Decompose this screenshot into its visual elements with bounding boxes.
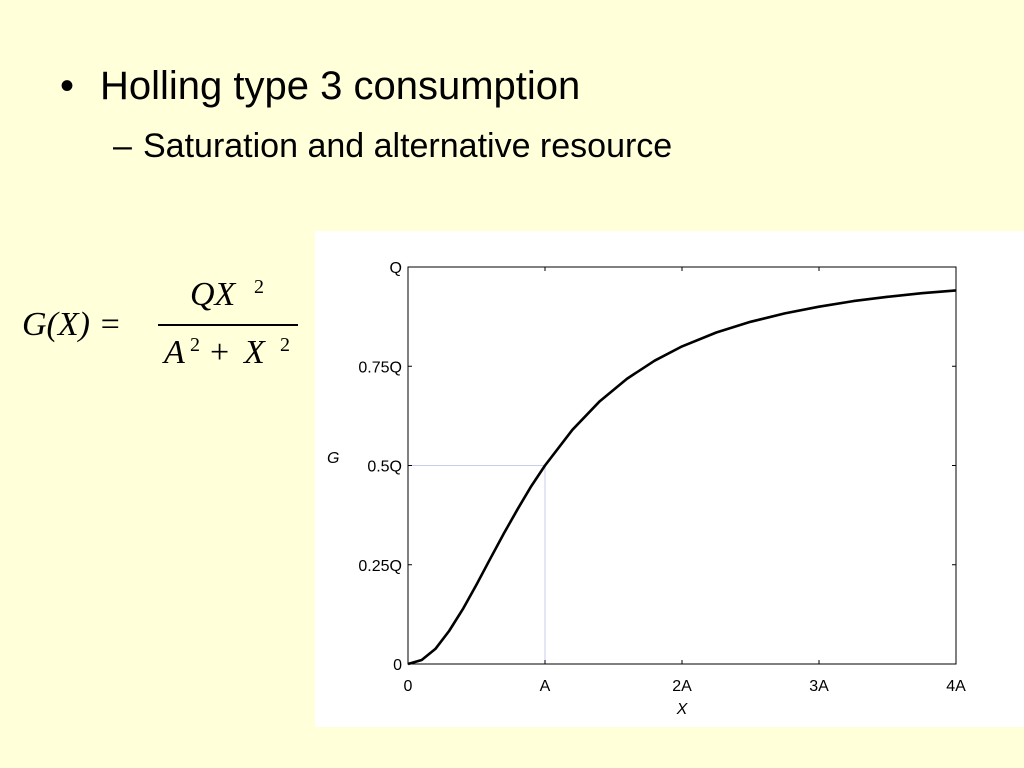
x-tick-label: 3A: [809, 678, 829, 695]
formula-numerator: QX: [190, 276, 236, 313]
formula-denom-a-exp: 2: [190, 334, 200, 356]
sub-bullet-marker: –: [113, 127, 132, 165]
fraction-bar: [158, 324, 298, 326]
y-axis-label: G: [327, 450, 339, 467]
x-axis-label: X: [676, 701, 689, 718]
y-tick-label: 0: [393, 657, 402, 674]
bullet-marker: •: [60, 64, 75, 108]
y-tick-label: Q: [390, 260, 402, 277]
formula-denom-x: X: [244, 334, 265, 371]
formula-denom-a: A: [164, 334, 185, 371]
x-tick-label: A: [540, 678, 551, 695]
y-tick-label: 0.5Q: [367, 459, 402, 476]
x-tick-label: 0: [404, 678, 413, 695]
y-tick-label: 0.75Q: [358, 359, 402, 376]
holling-chart: 0 A 2A 3A 4A 0 0.25Q 0.5Q 0.75Q Q X G: [327, 260, 966, 718]
bullet-text: Holling type 3 consumption: [100, 64, 581, 108]
formula-lhs: G(X) =: [22, 306, 122, 343]
chart-panel: 0 A 2A 3A 4A 0 0.25Q 0.5Q 0.75Q Q X G: [315, 231, 1024, 727]
bullet-item: • Holling type 3 consumption: [60, 62, 580, 110]
series-line: [407, 289, 957, 666]
y-tick-label: 0.25Q: [358, 558, 402, 575]
x-tick-label: 2A: [672, 678, 692, 695]
formula-denom-x-exp: 2: [280, 334, 290, 356]
formula-denom-plus: +: [210, 334, 230, 371]
sub-bullet-text: Saturation and alternative resource: [143, 127, 673, 165]
sub-bullet-item: – Saturation and alternative resource: [113, 126, 672, 166]
x-tick-label: 4A: [946, 678, 966, 695]
formula-numerator-exp: 2: [254, 276, 264, 298]
holling-formula: G(X) = QX 2 A 2 + X 2: [18, 268, 318, 378]
